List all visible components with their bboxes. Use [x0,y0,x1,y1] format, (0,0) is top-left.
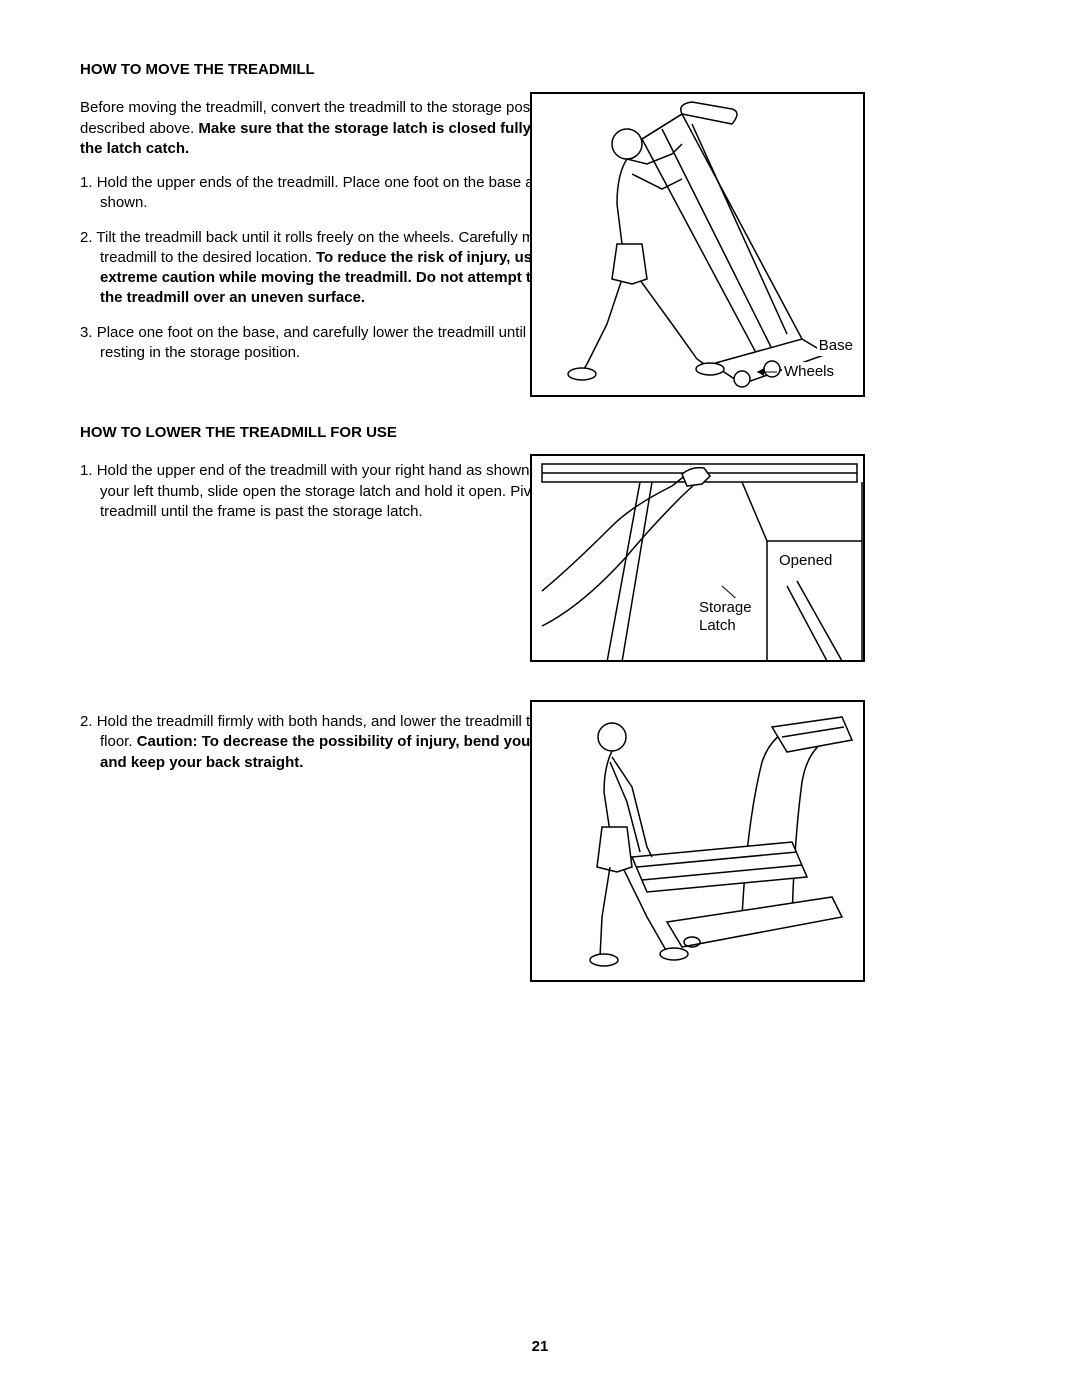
intro-paragraph: Before moving the treadmill, convert the… [80,98,590,159]
label-wheels: Wheels [782,362,836,382]
step-text: Hold the upper ends of the treadmill. Pl… [97,174,541,211]
label-opened: Opened [777,551,834,571]
step-bold: Caution: To decrease the possibility of … [100,733,570,770]
heading-lower: HOW TO LOWER THE TREADMILL FOR USE [80,423,1000,443]
lowering-illustration [532,702,867,984]
step-num: 2. [80,229,96,246]
heading-move: HOW TO MOVE THE TREADMILL [80,60,1000,80]
list-item: 2. Hold the treadmill firmly with both h… [80,712,590,773]
step-num: 1. [80,174,97,191]
list-item: 1. Hold the upper ends of the treadmill.… [80,173,590,214]
step-num: 2. [80,713,97,730]
label-base: Base [817,336,855,356]
step-text: Hold the upper end of the treadmill with… [97,462,576,520]
label-latch: Latch [697,616,738,636]
step-num: 3. [80,324,97,341]
figure-lower-treadmill [530,700,865,982]
step-text: Place one foot on the base, and carefull… [97,324,553,361]
list-item: 3. Place one foot on the base, and caref… [80,323,590,364]
list-item: 2. Tilt the treadmill back until it roll… [80,228,590,309]
page-number: 21 [0,1337,1080,1357]
figure-move-treadmill: Base Wheels [530,92,865,397]
list-item: 1. Hold the upper end of the treadmill w… [80,461,590,522]
step-num: 1. [80,462,97,479]
figure-storage-latch: Opened Storage Latch [530,454,865,662]
